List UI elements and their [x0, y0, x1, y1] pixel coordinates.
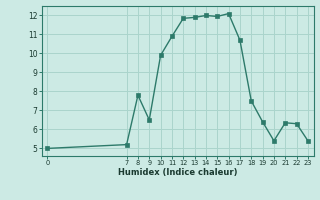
X-axis label: Humidex (Indice chaleur): Humidex (Indice chaleur): [118, 168, 237, 177]
